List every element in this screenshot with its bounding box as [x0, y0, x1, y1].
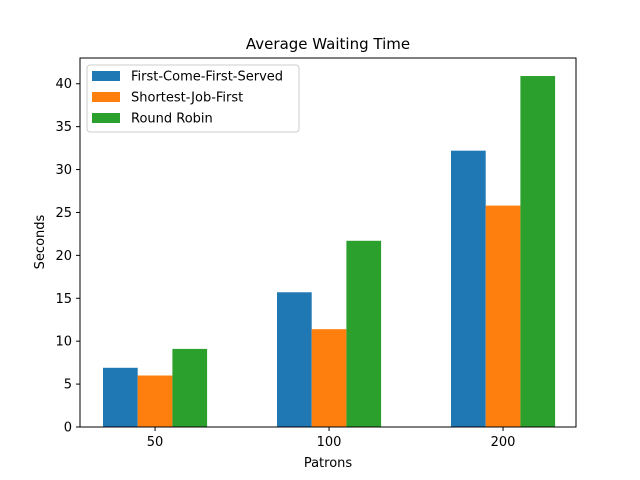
bars-group — [103, 76, 556, 427]
y-axis: 0 5 10 15 20 25 30 35 40 — [55, 77, 80, 436]
legend: First-Come-First-Served Shortest-Job-Firs… — [86, 64, 300, 133]
plot-frame — [79, 57, 577, 428]
y-tick-label: 0 — [64, 421, 72, 436]
chart-title: Average Waiting Time — [246, 35, 410, 53]
y-tick-label: 15 — [55, 292, 72, 307]
bar-200-series-0 — [451, 150, 486, 427]
x-tick-label: 50 — [147, 435, 164, 450]
y-tick-label: 40 — [55, 77, 72, 92]
y-tick-label: 5 — [64, 378, 72, 393]
bar-50-series-1 — [137, 375, 173, 427]
x-axis-label: Patrons — [304, 456, 353, 471]
legend-label: First-Come-First-Served — [131, 70, 283, 85]
y-tick-label: 25 — [55, 206, 72, 221]
legend-swatch — [92, 92, 120, 102]
bar-100-series-1 — [311, 329, 347, 427]
x-axis: 50 100 200 — [147, 427, 516, 450]
bar-200-series-1 — [485, 205, 521, 427]
bar-100-series-2 — [346, 240, 382, 427]
bar-200-series-2 — [520, 76, 556, 427]
bar-50-series-0 — [103, 367, 138, 427]
legend-label: Shortest-Job-First — [131, 91, 243, 106]
bar-100-series-0 — [277, 292, 312, 427]
y-tick-label: 10 — [55, 335, 72, 350]
legend-swatch — [92, 71, 120, 81]
x-tick-label: 200 — [491, 435, 516, 450]
legend-frame — [86, 64, 300, 133]
y-axis-label: Seconds — [33, 214, 48, 269]
y-tick-label: 30 — [55, 163, 72, 178]
bar-50-series-2 — [172, 348, 208, 427]
legend-swatch — [92, 113, 120, 123]
y-tick-label: 20 — [55, 249, 72, 264]
legend-label: Round Robin — [131, 112, 213, 127]
y-tick-label: 35 — [55, 120, 72, 135]
x-tick-label: 100 — [317, 435, 342, 450]
